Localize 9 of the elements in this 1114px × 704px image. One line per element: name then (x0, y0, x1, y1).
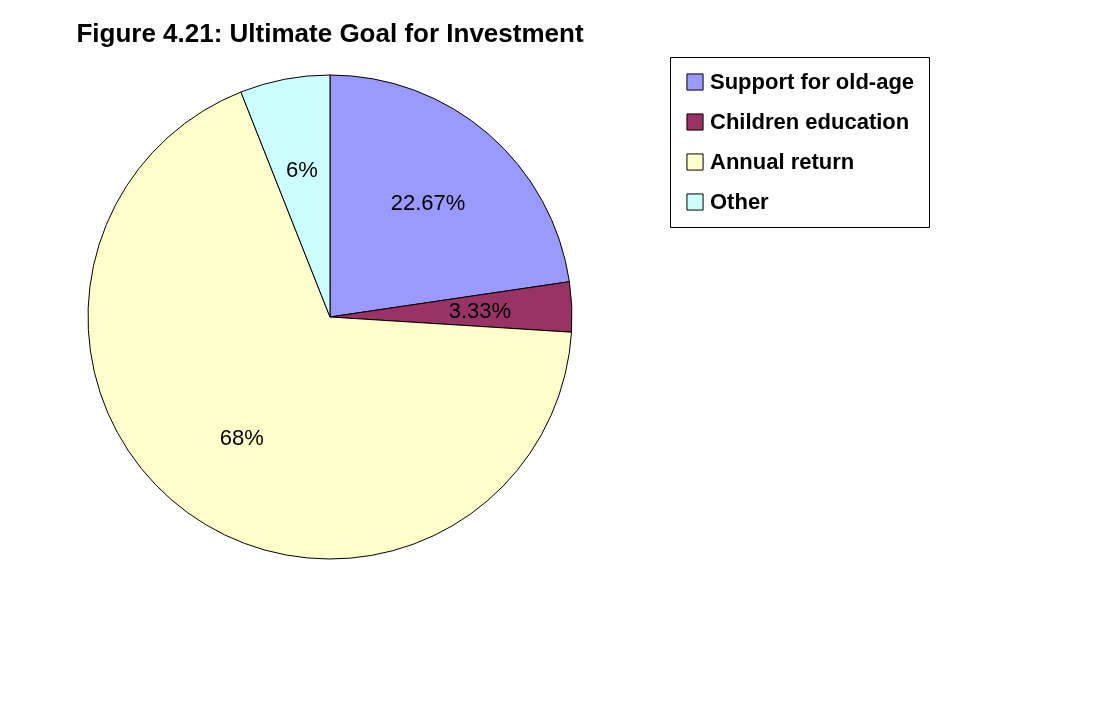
data-label: 6% (285, 156, 318, 182)
legend-label: Support for old-age (710, 69, 915, 94)
legend-label: Children education (710, 109, 910, 134)
data-label: 3.33% (448, 297, 512, 323)
data-label: 22.67% (390, 190, 466, 216)
legend-label: Other (710, 189, 770, 214)
data-label: 68% (219, 425, 264, 451)
legend-label: Annual return (710, 149, 855, 174)
chart-title: Figure 4.21: Ultimate Goal for Investment (76, 17, 584, 48)
